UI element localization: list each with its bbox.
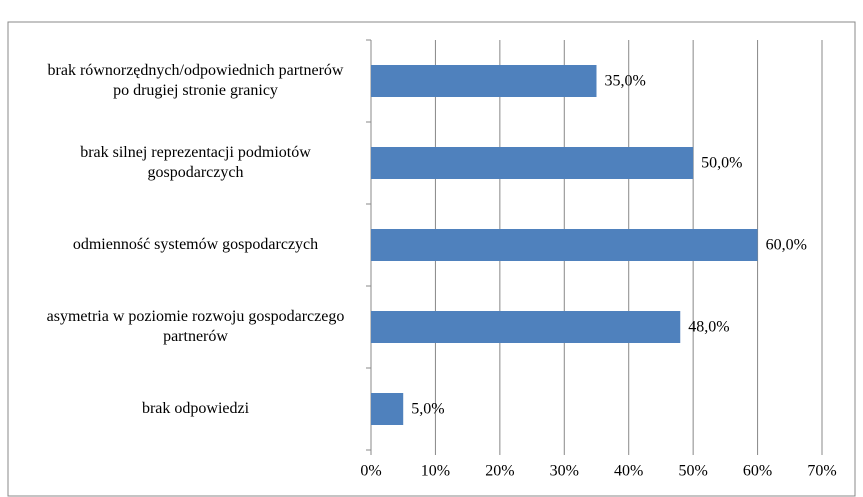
x-tick-label: 40% [614, 463, 643, 480]
x-tick-label: 20% [485, 463, 514, 480]
chart-border [7, 21, 856, 497]
x-tick-label: 60% [743, 463, 772, 480]
value-label: 5,0% [411, 401, 444, 418]
value-label: 48,0% [688, 319, 729, 336]
y-tick-label: brak równorzędnych/odpowiednich partneró… [47, 62, 344, 99]
y-tick-label: brak odpowiedzi [141, 400, 250, 417]
bar [371, 229, 758, 261]
value-label: 35,0% [605, 73, 646, 90]
x-tick-label: 70% [807, 463, 836, 480]
y-tick-label: brak silnej reprezentacji podmiotów gosp… [80, 144, 311, 181]
x-tick-label: 10% [421, 463, 450, 480]
value-label: 60,0% [766, 237, 807, 254]
y-tick-label: asymetria w poziomie rozwoju gospodarcze… [46, 308, 345, 345]
x-tick-label: 50% [678, 463, 707, 480]
x-tick-label: 0% [360, 463, 381, 480]
bar [371, 147, 694, 179]
bar [371, 65, 597, 97]
bar [371, 311, 681, 343]
bar [371, 393, 404, 425]
value-label: 50,0% [701, 155, 742, 172]
y-tick-label: odmienność systemów gospodarczych [72, 236, 319, 253]
x-tick-label: 30% [550, 463, 579, 480]
